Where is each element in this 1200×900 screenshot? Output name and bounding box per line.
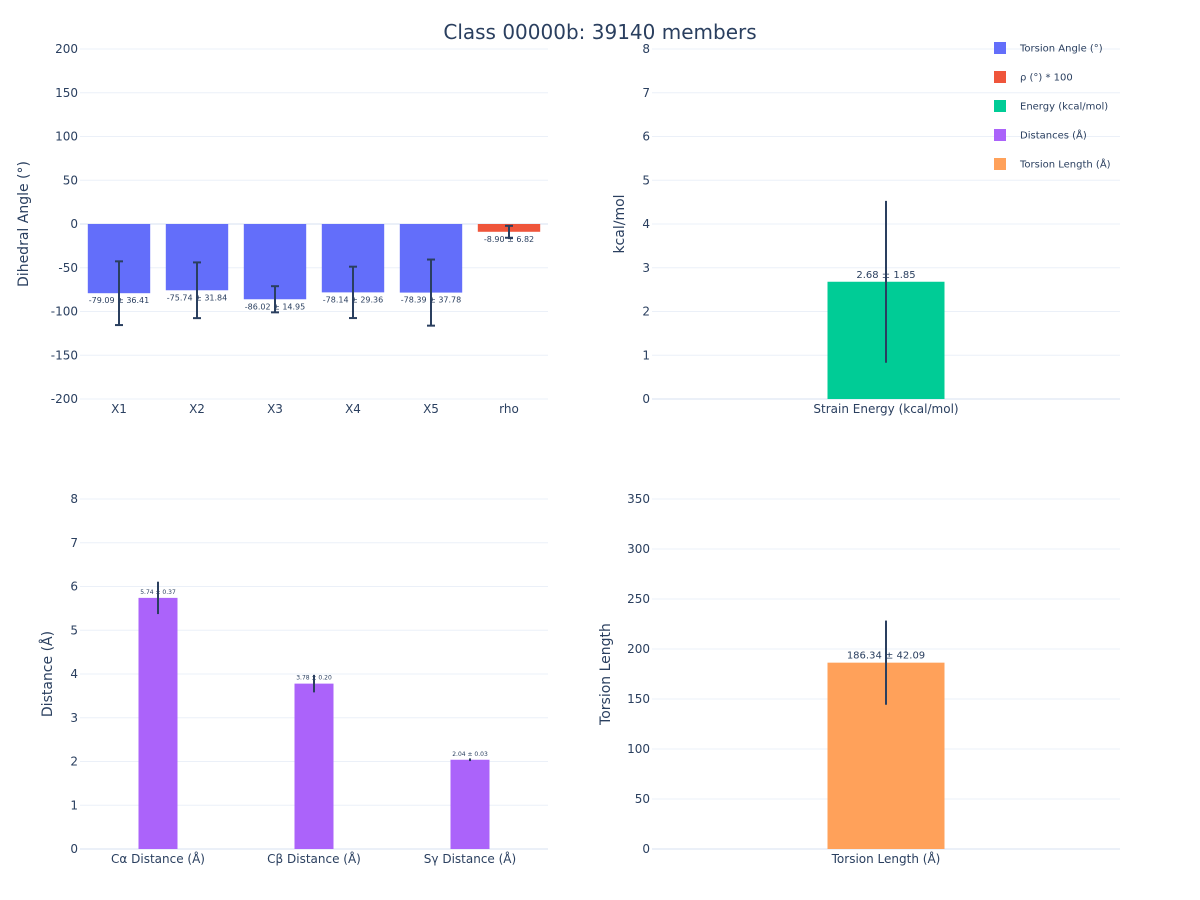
y-tick-label: 200 — [627, 642, 650, 656]
legend: Torsion Angle (°) ρ (°) * 100 Energy (kcal… — [994, 42, 1111, 171]
y-tick-label: 300 — [627, 542, 650, 556]
y-axis-label: kcal/mol — [612, 194, 628, 253]
legend-swatch — [994, 42, 1006, 54]
legend-entry: Distances (Å) — [1020, 129, 1087, 142]
data-label: 3.78 ± 0.20 — [296, 675, 332, 682]
y-tick-label: 100 — [627, 742, 650, 756]
data-label: -75.74 ± 31.84 — [167, 293, 227, 302]
legend-entry: ρ (°) * 100 — [1020, 73, 1073, 84]
y-tick-label: 1 — [642, 348, 650, 362]
y-tick-label: 0 — [642, 392, 650, 406]
subplot-torsion: -200 -150 -100 -50 0 50 100 150 200 Dihedral Angl… — [16, 42, 548, 416]
y-tick-label: 8 — [70, 492, 78, 506]
y-axis-label: Distance (Å) — [39, 631, 56, 717]
y-tick-label: -200 — [51, 392, 78, 406]
y-tick-label: 1 — [70, 798, 78, 812]
x-tick-label: X2 — [189, 402, 205, 416]
y-tick-label: 250 — [627, 592, 650, 606]
x-tick-label: X3 — [267, 402, 283, 416]
y-tick-label: 5 — [70, 623, 78, 637]
x-tick-label: Strain Energy (kcal/mol) — [813, 402, 958, 416]
x-tick-label: rho — [499, 402, 519, 416]
y-tick-label: 50 — [635, 792, 650, 806]
y-tick-label: 100 — [55, 130, 78, 144]
data-label: -78.39 ± 37.78 — [401, 296, 461, 305]
data-label: -86.02 ± 14.95 — [245, 302, 305, 311]
data-label: 2.04 ± 0.03 — [452, 751, 488, 758]
x-tick-label: Sγ Distance (Å) — [424, 851, 516, 866]
y-tick-label: 0 — [70, 842, 78, 856]
y-tick-label: -150 — [51, 348, 78, 362]
legend-entry: Torsion Angle (°) — [1019, 44, 1103, 55]
y-tick-label: 7 — [642, 86, 650, 100]
data-label: -8.90 ± 6.82 — [484, 235, 534, 244]
y-tick-label: 2 — [642, 305, 650, 319]
bar-distance-1 — [294, 683, 334, 849]
y-axis-label: Dihedral Angle (°) — [16, 161, 32, 287]
y-tick-label: 7 — [70, 536, 78, 550]
y-tick-label: 0 — [70, 217, 78, 231]
x-tick-label: Cα Distance (Å) — [111, 851, 205, 866]
legend-swatch — [994, 71, 1006, 83]
y-tick-label: 2 — [70, 755, 78, 769]
legend-entry: Torsion Length (Å) — [1019, 158, 1111, 171]
y-tick-label: 6 — [70, 580, 78, 594]
data-label: 2.68 ± 1.85 — [856, 270, 915, 281]
subplot-energy: 0 1 2 3 4 5 6 7 8 kcal/mol 2.68 ± 1.85 Strain Energ… — [612, 42, 1120, 416]
chart-title: Class 00000b: 39140 members — [443, 20, 756, 44]
y-tick-label: 3 — [70, 711, 78, 725]
y-tick-label: 5 — [642, 173, 650, 187]
y-tick-label: -50 — [58, 261, 78, 275]
data-label: 186.34 ± 42.09 — [847, 651, 925, 662]
y-tick-label: 4 — [642, 217, 650, 231]
x-tick-label: Cβ Distance (Å) — [267, 851, 361, 866]
y-tick-label: 0 — [642, 842, 650, 856]
y-tick-label: 200 — [55, 42, 78, 56]
y-tick-label: -100 — [51, 305, 78, 319]
x-tick-label: X4 — [345, 402, 361, 416]
legend-swatch — [994, 100, 1006, 112]
data-label: 5.74 ± 0.37 — [140, 589, 176, 596]
y-tick-label: 150 — [55, 86, 78, 100]
y-tick-label: 4 — [70, 667, 78, 681]
data-label: -78.14 ± 29.36 — [323, 295, 383, 304]
y-tick-label: 3 — [642, 261, 650, 275]
data-label: -79.09 ± 36.41 — [89, 296, 149, 305]
y-tick-label: 50 — [63, 173, 78, 187]
bar-distance-0 — [138, 597, 178, 849]
legend-swatch — [994, 129, 1006, 141]
y-tick-label: 150 — [627, 692, 650, 706]
legend-entry: Energy (kcal/mol) — [1020, 102, 1108, 113]
x-tick-label: X1 — [111, 402, 127, 416]
subplot-length: 0 50 100 150 200 250 300 350 Torsion Length 186.3… — [598, 492, 1120, 866]
y-tick-label: 350 — [627, 492, 650, 506]
y-axis-label: Torsion Length — [598, 623, 614, 726]
bar-distance-2 — [450, 759, 490, 849]
x-tick-label: X5 — [423, 402, 439, 416]
x-tick-label: Torsion Length (Å) — [831, 851, 941, 866]
y-tick-label: 6 — [642, 130, 650, 144]
subplot-distance: 0 1 2 3 4 5 6 7 8 Distance (Å) 5.74 ± 0.37 Cα Dista… — [39, 492, 548, 866]
y-tick-label: 8 — [642, 42, 650, 56]
legend-swatch — [994, 158, 1006, 170]
